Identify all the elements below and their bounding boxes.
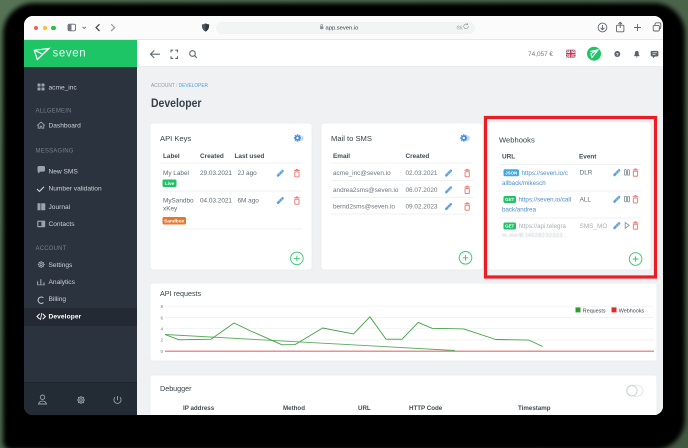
- svg-text:app.seven.io: app.seven.io: [325, 26, 358, 32]
- svg-text:andrea2sms@seven.io: andrea2sms@seven.io: [333, 187, 399, 194]
- svg-text:ALL: ALL: [580, 196, 592, 203]
- svg-text:https://seven.io/call: https://seven.io/call: [519, 197, 572, 204]
- svg-text:Requests: Requests: [583, 309, 606, 315]
- svg-text:04.03.2021: 04.03.2021: [200, 198, 232, 205]
- svg-text:IP address: IP address: [183, 405, 215, 412]
- svg-text:Method: Method: [283, 405, 305, 412]
- svg-text:URL: URL: [502, 153, 515, 160]
- svg-text:Settings: Settings: [48, 262, 73, 269]
- svg-text:Developer: Developer: [151, 96, 202, 110]
- svg-text:?: ?: [616, 52, 619, 57]
- svg-text:Analytics: Analytics: [48, 279, 75, 286]
- svg-text:JSON: JSON: [505, 170, 517, 175]
- svg-text:Journal: Journal: [48, 204, 70, 211]
- svg-text:Webhooks: Webhooks: [619, 309, 645, 315]
- svg-text:Dashboard: Dashboard: [48, 123, 81, 130]
- svg-text:MySandbo: MySandbo: [163, 198, 194, 205]
- svg-text:Last used: Last used: [235, 153, 265, 160]
- svg-text:Sandbox: Sandbox: [164, 219, 185, 225]
- svg-text:MESSAGING: MESSAGING: [35, 149, 73, 155]
- svg-text:74,057 €: 74,057 €: [528, 51, 553, 58]
- svg-text:®ƙ: ®ƙ: [456, 24, 463, 31]
- svg-text:URL: URL: [358, 405, 371, 412]
- svg-text:acme_inc@seven.io: acme_inc@seven.io: [333, 170, 391, 177]
- svg-text:https://api.telegra: https://api.telegra: [519, 223, 567, 230]
- svg-text:My Label: My Label: [163, 170, 189, 177]
- svg-text:8: 8: [160, 304, 163, 309]
- svg-text:Billing: Billing: [48, 296, 66, 303]
- svg-text:acme_inc: acme_inc: [48, 85, 77, 92]
- svg-text:6M ago: 6M ago: [238, 198, 260, 205]
- svg-text:4: 4: [160, 326, 163, 331]
- svg-text:0: 0: [160, 349, 163, 354]
- svg-text:2J ago: 2J ago: [238, 170, 258, 177]
- svg-text:02.03.2021: 02.03.2021: [406, 170, 438, 177]
- svg-text:Event: Event: [579, 153, 597, 160]
- svg-text:Mail to SMS: Mail to SMS: [331, 134, 372, 143]
- svg-text:2: 2: [160, 338, 163, 343]
- svg-text:Created: Created: [200, 153, 224, 160]
- svg-text:Created: Created: [406, 153, 430, 160]
- svg-text:ALLGEMEIN: ALLGEMEIN: [35, 109, 71, 115]
- svg-text:29.03.2021: 29.03.2021: [200, 170, 232, 177]
- svg-text:ACCOUNT / DEVELOPER: ACCOUNT / DEVELOPER: [151, 83, 208, 89]
- svg-text:ACCOUNT: ACCOUNT: [35, 246, 66, 252]
- svg-text:Timestamp: Timestamp: [518, 405, 551, 412]
- svg-text:SMS_MO: SMS_MO: [580, 223, 608, 230]
- svg-text:09.02.2023: 09.02.2023: [406, 204, 438, 211]
- svg-text:6: 6: [160, 315, 163, 320]
- svg-text:API Keys: API Keys: [160, 134, 191, 143]
- svg-text:GET: GET: [505, 224, 514, 229]
- svg-text:HTTP Code: HTTP Code: [409, 405, 443, 412]
- svg-text:bernd2sms@seven.io: bernd2sms@seven.io: [333, 204, 395, 211]
- svg-text:New SMS: New SMS: [48, 169, 78, 176]
- svg-text:Email: Email: [333, 153, 350, 160]
- svg-text:Live: Live: [165, 181, 175, 187]
- svg-text:GET: GET: [505, 197, 514, 202]
- svg-text:back/andrea: back/andrea: [502, 207, 537, 214]
- svg-text:06.07.2020: 06.07.2020: [406, 187, 438, 194]
- svg-text:Label: Label: [163, 153, 180, 160]
- svg-text:allback/mikesch: allback/mikesch: [502, 180, 546, 187]
- svg-text:seven: seven: [52, 47, 86, 59]
- svg-text:API requests: API requests: [160, 289, 202, 298]
- svg-text:Developer: Developer: [48, 314, 81, 321]
- svg-text:Webhooks: Webhooks: [499, 135, 535, 144]
- svg-text:m.me/B.t4528232323..: m.me/B.t4528232323..: [502, 233, 567, 239]
- svg-text:https://seven.io/c: https://seven.io/c: [522, 170, 568, 177]
- svg-text:DLR: DLR: [580, 170, 593, 177]
- svg-text:Number validation: Number validation: [48, 186, 101, 193]
- svg-text:Contacts: Contacts: [48, 221, 75, 228]
- svg-text:Debugger: Debugger: [160, 384, 192, 393]
- svg-text:xKey: xKey: [163, 205, 178, 212]
